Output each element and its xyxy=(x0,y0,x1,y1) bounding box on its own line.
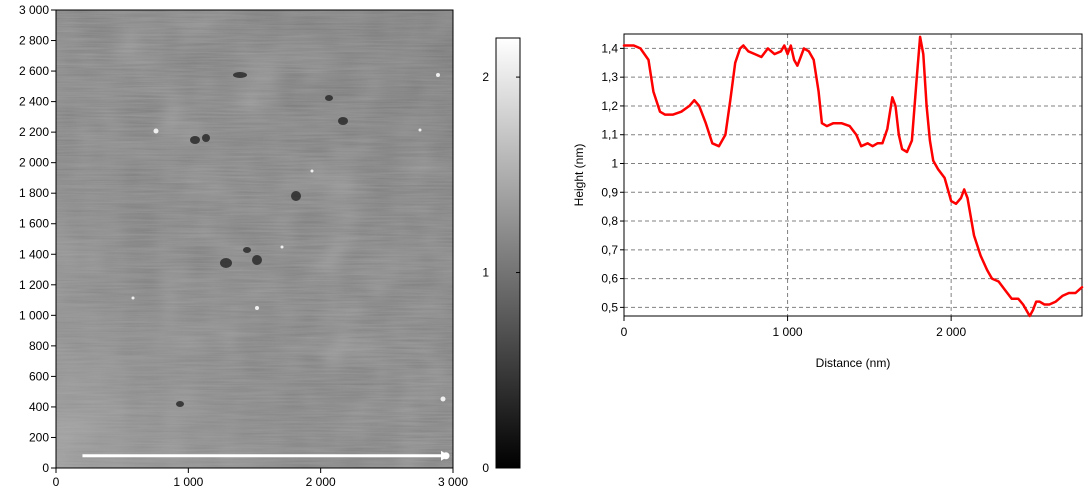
afm-bright-particle xyxy=(255,306,259,310)
profile-axes: 0,5 0,6 0,7 0,8 0,9 1 1,1 1,2 1,3 1,4 0 1 000 2 000 xyxy=(601,41,966,339)
afm-y-tick-label: 2 400 xyxy=(19,95,49,109)
profile-y-tick-label: 1,3 xyxy=(601,70,618,84)
afm-y-tick-label: 2 200 xyxy=(19,125,49,139)
colorbar-gradient xyxy=(495,37,521,469)
afm-dark-pit xyxy=(233,72,247,78)
profile-y-tick-label: 0,5 xyxy=(601,300,618,314)
afm-height-map: 0 200 400 600 800 1 000 1 200 1 400 1 600 1 800 2 … xyxy=(19,3,468,489)
profile-series xyxy=(622,35,1084,318)
afm-bright-particle xyxy=(440,396,446,402)
afm-dark-pit xyxy=(252,255,262,265)
afm-y-tick-label: 200 xyxy=(29,430,49,444)
afm-y-tick-label: 1 600 xyxy=(19,217,49,231)
afm-y-tick-label: 400 xyxy=(29,400,49,414)
afm-surface-features xyxy=(131,72,446,407)
afm-bright-particle xyxy=(153,128,159,134)
profile-x-tick-label: 2 000 xyxy=(936,325,966,339)
height-profile-chart: 0,50,60,70,80,911,11,21,31,40 1 000 2 000 … xyxy=(572,33,1084,370)
profile-y-axis-label: Height (nm) xyxy=(572,144,586,207)
afm-y-tick-label: 0 xyxy=(42,461,49,475)
profile-y-tick-label: 0,6 xyxy=(601,272,618,286)
profile-y-tick-label: 0,7 xyxy=(601,243,618,257)
afm-y-tick-label: 1 800 xyxy=(19,186,49,200)
scan-line-arrow[interactable] xyxy=(82,450,450,461)
afm-y-tick-label: 1 400 xyxy=(19,247,49,261)
profile-x-tick-label: 0 xyxy=(621,325,628,339)
afm-x-tick-label: 1 000 xyxy=(173,475,203,489)
afm-y-tick-label: 3 000 xyxy=(19,3,49,17)
afm-image-frame xyxy=(55,9,454,469)
colorbar-tick-label: 0 xyxy=(482,461,489,475)
afm-x-tick-label: 3 000 xyxy=(438,475,468,489)
afm-bright-particle xyxy=(436,73,440,77)
afm-y-tick-label: 800 xyxy=(29,339,49,353)
profile-x-axis-label: Distance (nm) xyxy=(816,356,891,370)
afm-dark-pit xyxy=(291,191,301,201)
height-colorbar: 0 1 2 xyxy=(482,37,521,475)
profile-series-line-0 xyxy=(622,35,1084,318)
afm-dark-pit xyxy=(176,401,184,407)
profile-y-tick-label: 1,1 xyxy=(601,128,618,142)
profile-plot-frame xyxy=(623,33,1083,317)
colorbar-tick-label: 2 xyxy=(482,70,489,84)
profile-y-tick-label: 1,2 xyxy=(601,99,618,113)
profile-x-tick-label: 1 000 xyxy=(773,325,803,339)
afm-axes: 0 200 400 600 800 1 000 1 200 1 400 1 600 1 800 2 … xyxy=(19,3,468,489)
afm-bright-particle xyxy=(310,169,314,173)
afm-y-tick-label: 2 600 xyxy=(19,64,49,78)
afm-dark-pit xyxy=(338,117,348,125)
afm-y-tick-label: 2 000 xyxy=(19,156,49,170)
afm-bright-particle xyxy=(280,245,284,249)
afm-x-tick-label: 0 xyxy=(53,475,60,489)
afm-y-tick-label: 1 000 xyxy=(19,308,49,322)
afm-y-tick-label: 2 800 xyxy=(19,34,49,48)
profile-y-tick-label: 1,4 xyxy=(601,41,618,55)
afm-dark-pit xyxy=(190,136,200,144)
afm-bright-particle xyxy=(418,128,422,132)
profile-y-tick-label: 0,8 xyxy=(601,214,618,228)
colorbar-ticks: 0 1 2 xyxy=(482,70,520,475)
scan-line-end-marker[interactable] xyxy=(442,452,450,460)
profile-grid xyxy=(624,34,1082,316)
afm-dark-pit xyxy=(325,95,333,101)
afm-y-tick-label: 1 200 xyxy=(19,278,49,292)
afm-dark-pit xyxy=(202,134,210,142)
afm-dark-pit xyxy=(243,247,251,253)
afm-y-tick-label: 600 xyxy=(29,369,49,383)
afm-image-shading xyxy=(56,10,453,468)
colorbar-tick-label: 1 xyxy=(482,266,489,280)
afm-dark-pit xyxy=(220,258,232,268)
profile-y-tick-label: 1 xyxy=(611,156,618,170)
profile-y-tick-label: 0,9 xyxy=(601,185,618,199)
afm-x-tick-label: 2 000 xyxy=(306,475,336,489)
afm-bright-particle xyxy=(131,296,135,300)
